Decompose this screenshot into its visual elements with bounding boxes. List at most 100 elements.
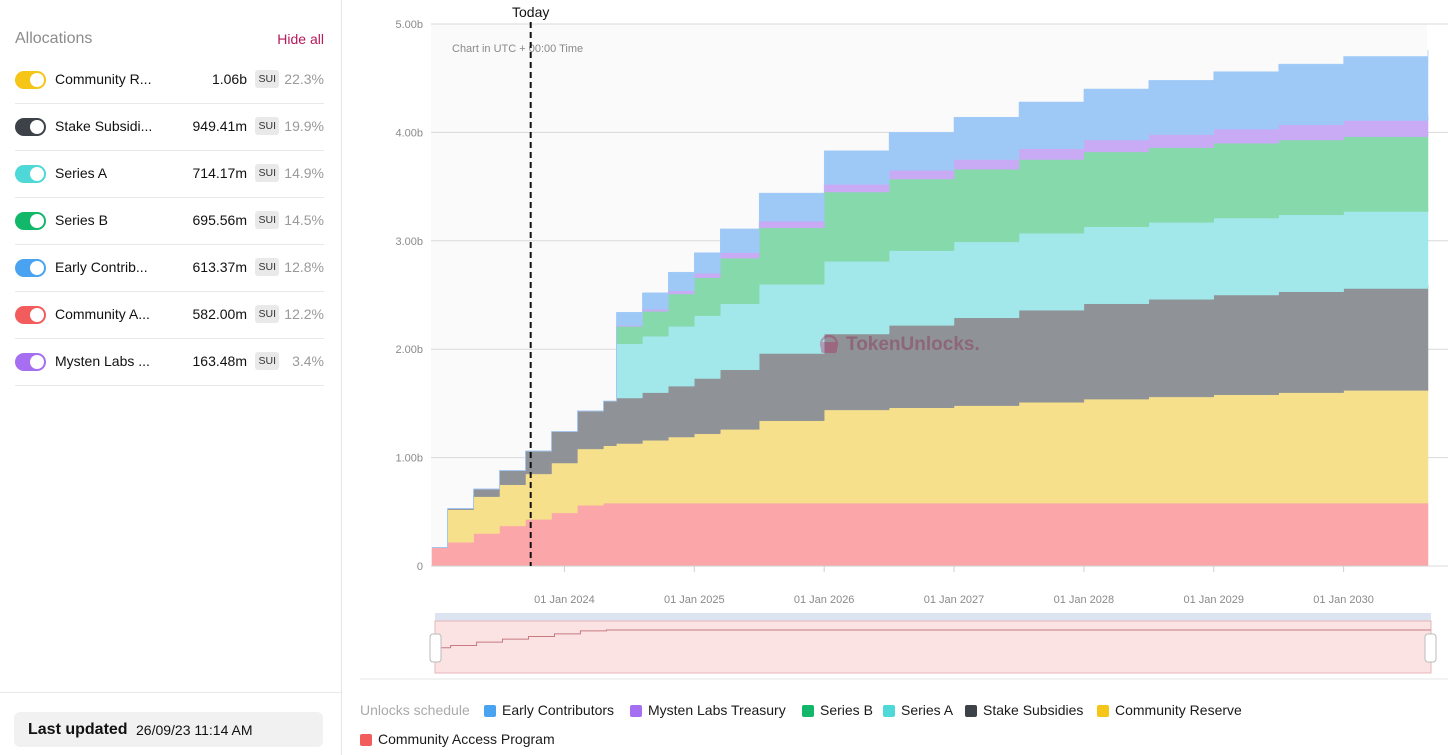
legend-swatch [484,705,496,717]
x-tick-label: 01 Jan 2025 [664,594,725,606]
allocation-unit-badge: SUI [255,164,279,182]
allocation-unit-badge: SUI [255,352,279,370]
y-tick-label: 4.00b [395,127,423,139]
allocation-name: Early Contrib... [55,259,148,275]
allocation-amount: 695.56m [192,212,247,228]
y-tick-label: 2.00b [395,344,423,356]
allocation-toggle[interactable] [15,306,46,324]
legend-label: Community Access Program [378,731,555,747]
x-tick-label: 01 Jan 2027 [924,594,985,606]
watermark-lock-icon [819,334,839,354]
allocation-name: Community R... [55,71,152,87]
allocation-percent: 14.9% [284,165,324,181]
allocation-row[interactable]: Series A 714.17m SUI 14.9% [15,151,324,198]
x-axis: 01 Jan 2024 01 Jan 2025 01 Jan 2026 01 Jan … [432,565,1428,606]
allocation-toggle[interactable] [15,212,46,230]
allocation-row[interactable]: Community A... 582.00m SUI 12.2% [15,292,324,339]
x-tick-label: 01 Jan 2030 [1313,594,1374,606]
allocation-percent: 14.5% [284,212,324,228]
legend-swatch [965,705,977,717]
watermark-lock-body [821,342,837,353]
allocation-percent: 19.9% [284,118,324,134]
toggle-knob [30,261,44,275]
allocation-toggle[interactable] [15,353,46,371]
legend-label: Series A [901,702,954,718]
allocation-row[interactable]: Community R... 1.06b SUI 22.3% [15,57,324,104]
toggle-knob [30,73,44,87]
navigator-right-handle[interactable] [1424,633,1437,663]
today-label: Today [512,4,549,20]
legend-label: Community Reserve [1115,702,1242,718]
allocation-amount: 1.06b [211,71,247,87]
y-tick-label: 5.00b [395,19,423,31]
allocation-row[interactable]: Early Contrib... 613.37m SUI 12.8% [15,245,324,292]
navigator-scrollbar[interactable] [435,613,1431,621]
navigator-window[interactable] [434,620,1432,674]
watermark: TokenUnlocks. [819,334,980,355]
allocation-toggle[interactable] [15,259,46,277]
navigator-series-line [435,629,1431,649]
legend-swatch [802,705,814,717]
allocation-toggle[interactable] [15,165,46,183]
allocations-sidebar: Allocations Hide all Community R... 1.06b… [0,0,342,755]
allocation-name: Community A... [55,306,150,322]
allocation-list: Community R... 1.06b SUI 22.3% Stake Subsidi… [15,57,324,386]
toggle-knob [30,214,44,228]
allocation-unit-badge: SUI [255,117,279,135]
allocation-unit-badge: SUI [255,70,279,88]
toggle-knob [30,308,44,322]
allocation-toggle[interactable] [15,118,46,136]
legend-label: Early Contributors [502,702,615,718]
allocations-title: Allocations [15,30,93,47]
range-navigator[interactable] [429,613,1437,674]
allocations-header: Allocations Hide all [15,30,324,52]
sidebar-divider [0,692,341,693]
x-tick-label: 01 Jan 2024 [534,594,595,606]
last-updated-label: Last updated [28,721,128,738]
legend-swatch [360,734,372,746]
x-tick-label: 01 Jan 2029 [1183,594,1244,606]
series-areas [431,50,1429,567]
hide-all-button[interactable]: Hide all [277,31,324,47]
last-updated-value: 26/09/23 11:14 AM [136,722,253,738]
toggle-knob [30,167,44,181]
legend-label: Mysten Labs Treasury [648,702,786,718]
allocation-percent: 3.4% [292,353,324,369]
allocation-amount: 582.00m [192,306,247,322]
x-tick-label: 01 Jan 2026 [794,594,855,606]
allocation-amount: 714.17m [192,165,247,181]
series-area-early-contributors[interactable] [432,50,1429,548]
allocation-percent: 12.8% [284,259,324,275]
allocation-unit-badge: SUI [255,211,279,229]
allocation-amount: 613.37m [192,259,247,275]
x-tick-label: 01 Jan 2028 [1054,594,1115,606]
allocation-row[interactable]: Mysten Labs ... 163.48m SUI 3.4% [15,339,324,386]
last-updated-box: Last updated 26/09/23 11:14 AM [14,712,323,747]
legend-label: Series B [820,702,873,718]
y-tick-label: 3.00b [395,236,423,248]
series-area-community-access-program[interactable] [431,502,1429,567]
allocation-unit-badge: SUI [255,258,279,276]
legend-swatch [630,705,642,717]
allocation-row[interactable]: Series B 695.56m SUI 14.5% [15,198,324,245]
toggle-knob [30,120,44,134]
toggle-knob [30,355,44,369]
allocation-name: Mysten Labs ... [55,353,150,369]
allocation-name: Series A [55,165,108,181]
watermark-text: TokenUnlocks. [846,334,980,355]
legend-title: Unlocks schedule [360,702,470,718]
allocation-percent: 12.2% [284,306,324,322]
legend-swatch [1097,705,1109,717]
allocation-toggle[interactable] [15,71,46,89]
allocation-percent: 22.3% [284,71,324,87]
allocation-name: Stake Subsidi... [55,118,153,134]
allocation-amount: 163.48m [192,353,247,369]
allocation-amount: 949.41m [192,118,247,134]
navigator-left-handle[interactable] [429,633,442,663]
legend-label: Stake Subsidies [983,702,1084,718]
y-tick-label: 1.00b [395,453,423,465]
y-tick-label: 0 [417,561,423,573]
allocation-row[interactable]: Stake Subsidi... 949.41m SUI 19.9% [15,104,324,151]
